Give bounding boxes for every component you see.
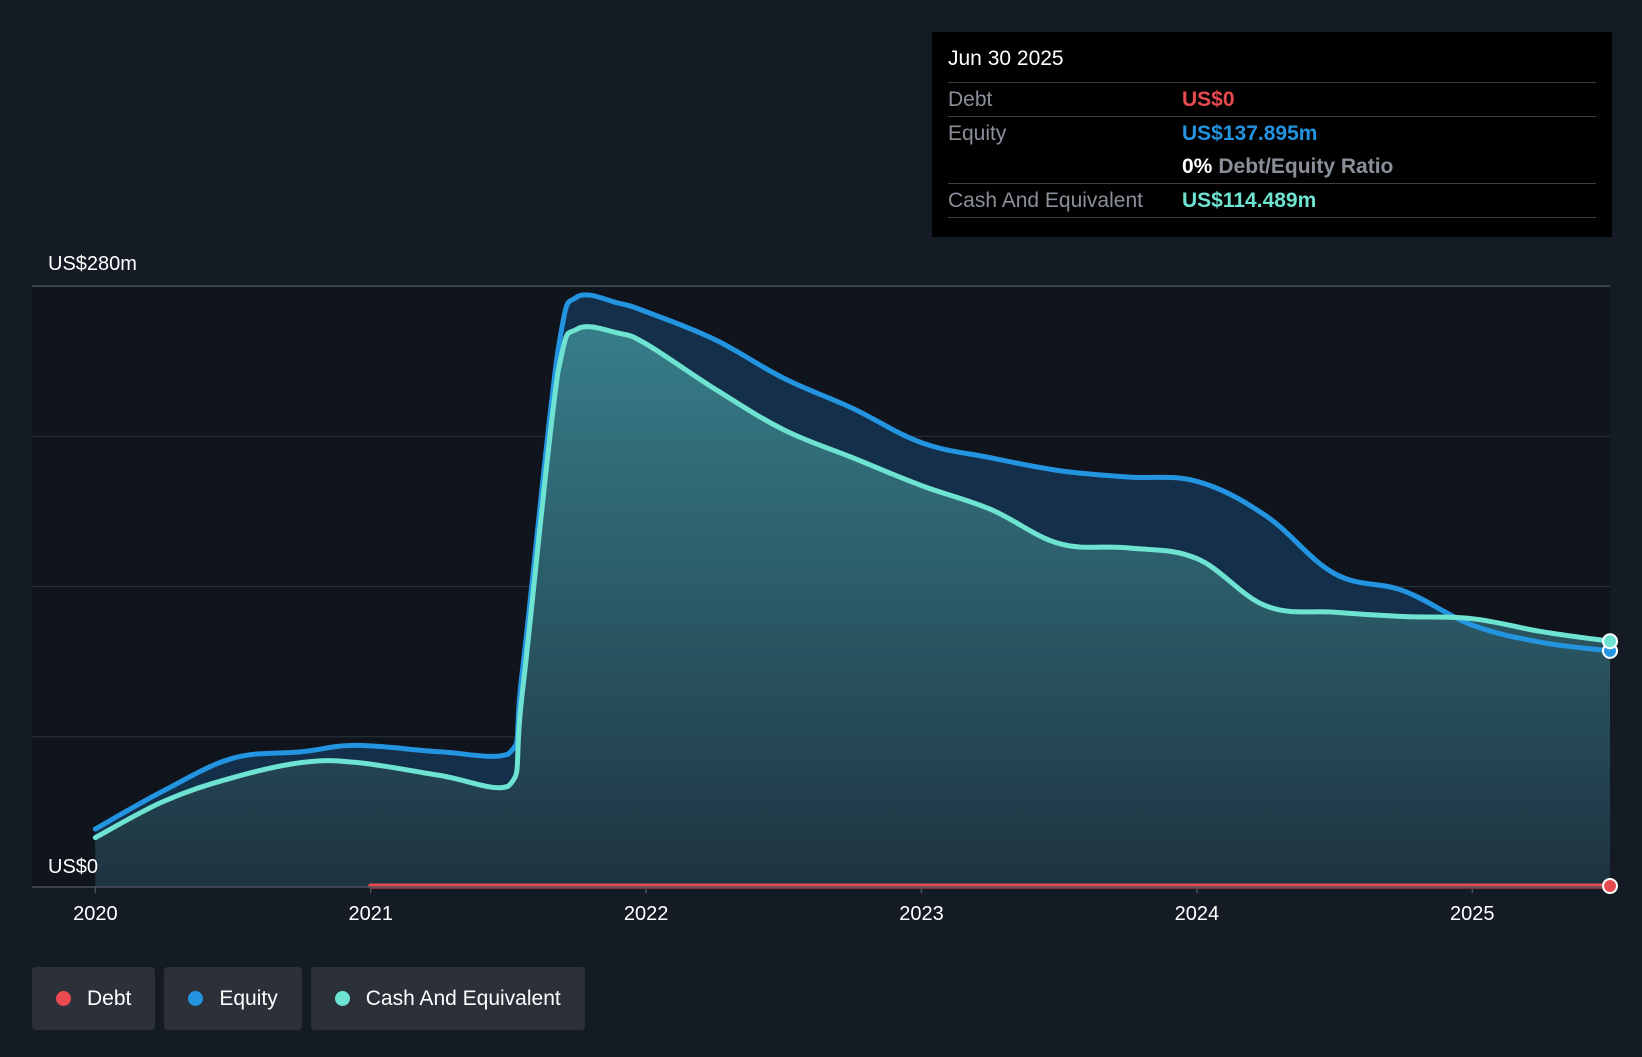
- x-tick-label: 2025: [1450, 903, 1495, 925]
- tooltip-ratio-spacer: [948, 150, 1182, 183]
- x-tick-label: 2020: [73, 903, 118, 925]
- tooltip-row-ratio: 0% Debt/Equity Ratio: [948, 150, 1596, 184]
- legend-label-debt: Debt: [87, 986, 132, 1010]
- tooltip-equity-label: Equity: [948, 122, 1007, 145]
- y-tick-label: US$280m: [48, 253, 137, 275]
- legend-item-debt[interactable]: Debt: [32, 967, 156, 1030]
- tooltip-row-cash: Cash And Equivalent US$114.489m: [948, 184, 1596, 218]
- debt-dot-icon: [56, 991, 71, 1006]
- y-tick-label: US$0: [48, 856, 98, 878]
- tooltip-date: Jun 30 2025: [948, 46, 1596, 83]
- cash-area: [95, 326, 1610, 887]
- tooltip-row-debt: Debt US$0: [948, 83, 1596, 117]
- tooltip-cash-label: Cash And Equivalent: [948, 189, 1143, 212]
- tooltip-ratio-value: 0%: [1182, 155, 1213, 178]
- tooltip-ratio-label: Debt/Equity Ratio: [1218, 155, 1394, 178]
- x-tick-label: 2024: [1175, 903, 1220, 925]
- legend-item-equity[interactable]: Equity: [164, 967, 302, 1030]
- x-tick-label: 2022: [624, 903, 669, 925]
- debt-end-point: [1602, 878, 1618, 894]
- legend-label-cash: Cash And Equivalent: [365, 986, 561, 1010]
- area-layer: [95, 294, 1610, 887]
- x-tick-label: 2023: [899, 903, 944, 925]
- tooltip-equity-value: US$137.895m: [1182, 122, 1318, 145]
- x-tick-label: 2021: [348, 903, 393, 925]
- equity-line: [92, 292, 1613, 832]
- line-layer: [92, 292, 1613, 889]
- tooltip-row-equity: Equity US$137.895m: [948, 117, 1596, 150]
- legend: Debt Equity Cash And Equivalent: [32, 967, 585, 1030]
- cash-line: [92, 324, 1613, 841]
- legend-label-equity: Equity: [219, 986, 278, 1010]
- tooltip-debt-value: US$0: [1182, 88, 1235, 111]
- equity-dot-icon: [188, 991, 204, 1006]
- tooltip-cash-value: US$114.489m: [1182, 189, 1317, 212]
- tooltip-panel: Jun 30 2025 Debt US$0 Equity US$137.895m…: [932, 32, 1612, 237]
- point-layer: [1602, 633, 1618, 894]
- cash-end-point: [1602, 633, 1618, 650]
- legend-item-cash[interactable]: Cash And Equivalent: [310, 967, 585, 1030]
- cash-dot-icon: [334, 991, 350, 1006]
- tooltip-debt-label: Debt: [948, 88, 993, 111]
- axis-layer: US$0 US$280m 2020 2021 2022 2023 2024 2025: [32, 253, 1610, 925]
